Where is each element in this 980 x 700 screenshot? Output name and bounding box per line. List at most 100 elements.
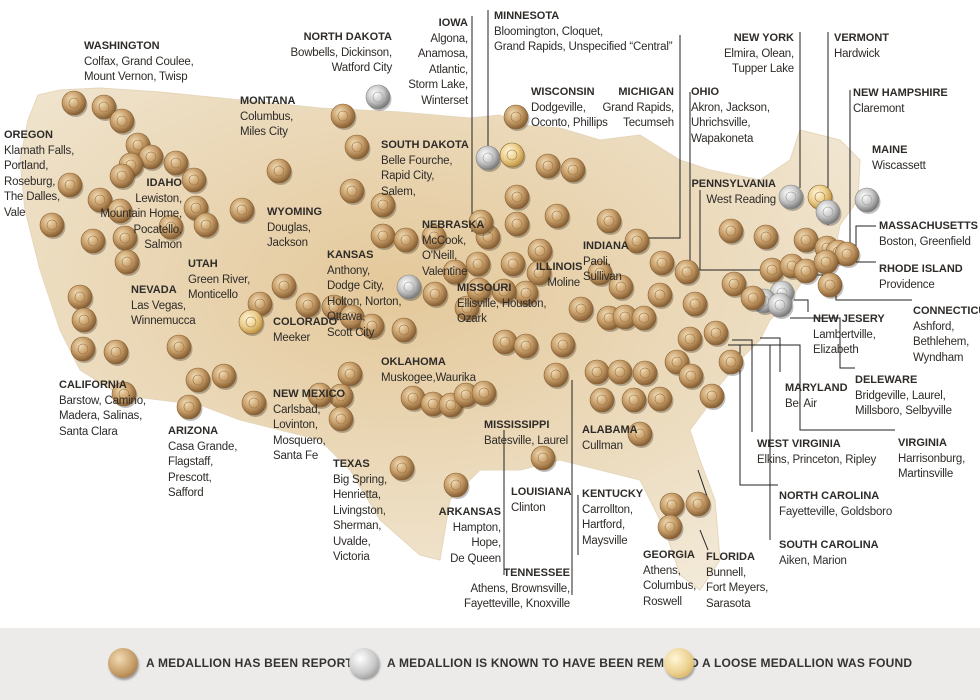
state-name: MISSOURI bbox=[457, 282, 512, 294]
reported-medallion-icon bbox=[466, 277, 493, 304]
city-line: Boston, Greenfield bbox=[879, 235, 971, 248]
removed-medallion-icon bbox=[767, 292, 794, 319]
city-line: Douglas, bbox=[267, 221, 311, 234]
city-line: Athens, bbox=[643, 564, 681, 577]
label-montana: MONTANA Columbus, Miles City bbox=[240, 94, 295, 141]
label-idaho: IDAHO Lewiston, Mountain Home, Pocatello… bbox=[98, 176, 182, 254]
reported-medallion-icon bbox=[166, 334, 193, 361]
city-line: Roseburg, bbox=[4, 175, 56, 188]
label-california: CALIFORNIA Barstow, Camino, Madera, Sali… bbox=[59, 378, 146, 440]
reported-medallion-icon bbox=[677, 326, 704, 353]
label-virginia: VIRGINIA Harrisonburg, Martinsville bbox=[898, 436, 965, 483]
label-utah: UTAH Green River, Monticello bbox=[188, 257, 250, 304]
city-line: Sherman, bbox=[333, 520, 382, 532]
state-name: OREGON bbox=[4, 129, 53, 141]
state-name: NEW JESERY bbox=[813, 313, 885, 325]
reported-medallion-icon bbox=[612, 304, 639, 331]
reported-medallion-icon bbox=[176, 394, 203, 421]
state-name: NEBRASKA bbox=[422, 219, 485, 231]
state-name: WYOMING bbox=[267, 206, 322, 218]
state-name: RHODE ISLAND bbox=[879, 263, 963, 275]
city-line: Bunnell, bbox=[706, 566, 746, 579]
city-line: O'Neill, bbox=[422, 250, 458, 262]
state-name: NEW MEXICO bbox=[273, 388, 346, 400]
reported-medallion-icon bbox=[103, 339, 130, 366]
state-name: NORTH CAROLINA bbox=[779, 490, 880, 502]
label-new-jersey: NEW JESERY Lambertville, Elizabeth bbox=[813, 312, 885, 359]
reported-medallion-icon bbox=[608, 274, 635, 301]
leader-line bbox=[770, 344, 895, 431]
state-name: NEVADA bbox=[131, 284, 177, 296]
reported-medallion-icon bbox=[109, 108, 136, 135]
label-maine: MAINE Wiscassett bbox=[872, 143, 926, 174]
reported-medallion-icon bbox=[339, 178, 366, 205]
state-name: IDAHO bbox=[146, 177, 182, 189]
state-name: FLORIDA bbox=[706, 551, 755, 563]
city-line: Mosquero, bbox=[273, 434, 326, 447]
reported-medallion-icon bbox=[513, 333, 540, 360]
reported-medallion-icon bbox=[718, 218, 745, 245]
label-georgia: GEORGIA Athens, Columbus, Roswell bbox=[643, 548, 696, 610]
loose-medallion-icon bbox=[499, 142, 526, 169]
reported-medallion-icon bbox=[241, 390, 268, 417]
reported-medallion-icon bbox=[596, 208, 623, 235]
label-pennsylvania: PENNSYLVANIA West Reading bbox=[690, 177, 776, 208]
city-line: West Reading bbox=[706, 193, 776, 206]
reported-medallion-icon bbox=[370, 223, 397, 250]
city-line: Henrietta, bbox=[333, 489, 381, 501]
reported-medallion-icon bbox=[344, 134, 371, 161]
city-line: Ottawa, bbox=[327, 311, 366, 323]
city-line: Winnemucca bbox=[131, 315, 196, 327]
leader-line bbox=[699, 190, 770, 271]
state-name: TEXAS bbox=[333, 458, 370, 470]
reported-medallion-icon bbox=[793, 258, 820, 285]
city-line: Portland, bbox=[4, 160, 49, 172]
reported-medallion-icon bbox=[108, 648, 138, 678]
label-alabama: ALABAMA Cullman bbox=[582, 423, 638, 454]
state-name: ARKANSAS bbox=[438, 506, 501, 518]
reported-medallion-icon bbox=[266, 158, 293, 185]
reported-medallion-icon bbox=[674, 259, 701, 286]
label-minnesota: MINNESOTA Bloomington, Cloquet, Grand Ra… bbox=[494, 9, 673, 56]
leader-line bbox=[699, 529, 709, 551]
reported-medallion-icon bbox=[111, 381, 138, 408]
state-name: UTAH bbox=[188, 258, 218, 270]
reported-medallion-icon bbox=[491, 278, 518, 305]
reported-medallion-icon bbox=[163, 150, 190, 177]
city-line: Pocatello, bbox=[133, 223, 182, 236]
state-name: VIRGINIA bbox=[898, 437, 947, 449]
reported-medallion-icon bbox=[39, 212, 66, 239]
label-north-carolina: NORTH CAROLINA Fayetteville, Goldsboro bbox=[779, 489, 892, 520]
reported-medallion-icon bbox=[112, 225, 139, 252]
city-line: Harrisonburg, bbox=[898, 452, 966, 465]
city-line: Scott City bbox=[327, 326, 375, 339]
city-line: Carrollton, bbox=[582, 503, 633, 516]
legend-loose: A LOOSE MEDALLION WAS FOUND bbox=[664, 648, 912, 678]
city-line: Las Vegas, bbox=[131, 299, 186, 312]
reported-medallion-icon bbox=[584, 359, 611, 386]
label-connecticut: CONNECTICUT Ashford, Bethlehem, Wyndham bbox=[913, 304, 980, 366]
state-name: COLORADO bbox=[273, 316, 338, 328]
reported-medallion-icon bbox=[114, 249, 141, 276]
reported-medallion-icon bbox=[740, 285, 767, 312]
city-line: Ozark bbox=[457, 313, 487, 325]
label-wyoming: WYOMING Douglas, Jackson bbox=[267, 205, 322, 252]
reported-medallion-icon bbox=[391, 317, 418, 344]
city-line: Vale bbox=[4, 206, 26, 219]
city-line: Hope, bbox=[471, 537, 501, 549]
leader-line bbox=[732, 339, 753, 432]
reported-medallion-icon bbox=[526, 260, 553, 287]
label-missouri: MISSOURI Ellisville, Houston, Ozark bbox=[457, 281, 547, 328]
city-line: Cullman bbox=[582, 439, 623, 452]
city-line: Bridgeville, Laurel, bbox=[855, 389, 946, 402]
city-line: Monticello bbox=[188, 289, 238, 301]
label-arizona: ARIZONA Casa Grande, Flagstaff, Prescott… bbox=[168, 424, 237, 502]
legend-removed: A MEDALLION IS KNOWN TO HAVE BEEN REMOVE… bbox=[349, 648, 699, 678]
reported-medallion-icon bbox=[721, 271, 748, 298]
city-line: Batesville, Laurel bbox=[484, 434, 568, 447]
reported-medallion-icon bbox=[337, 361, 364, 388]
city-line: Salmon bbox=[144, 239, 182, 251]
city-line: Clinton bbox=[511, 501, 546, 514]
label-south-dakota: SOUTH DAKOTA Belle Fourche, Rapid City, … bbox=[381, 138, 469, 200]
reported-medallion-icon bbox=[454, 295, 481, 322]
